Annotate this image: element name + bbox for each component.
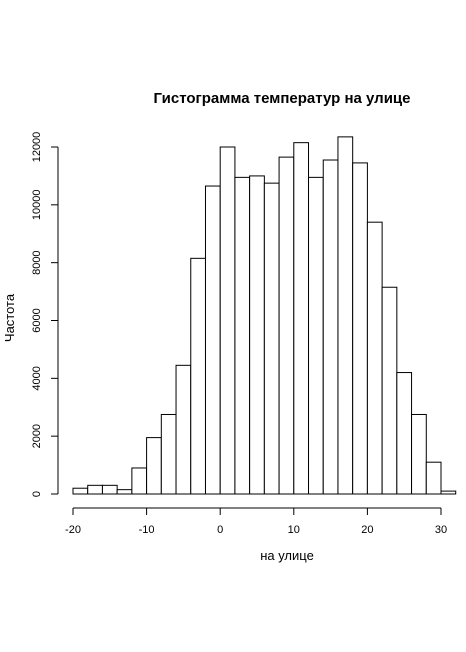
histogram-bar [116,489,133,495]
histogram-bar [219,146,236,495]
histogram-bar [278,156,295,495]
histogram-bar [381,286,398,495]
histogram-bar [411,413,427,495]
histogram-bar [352,162,368,495]
histogram-bar [337,136,354,495]
x-tick-label: 30 [435,524,447,536]
histogram-bar [160,413,177,495]
histogram-bar [190,257,206,495]
y-tick-label: 12000 [31,132,43,163]
x-tick-label: 20 [361,524,373,536]
histogram-bar [175,364,192,495]
y-tick-label: 10000 [31,190,43,221]
histogram-bar [366,221,383,495]
x-tick-label: -20 [65,524,81,536]
histogram-bar [72,487,89,495]
histogram-bar [87,484,103,495]
y-tick-label: 6000 [31,308,43,332]
histogram-bar [440,490,457,495]
y-axis-label: Частота [2,293,17,342]
histogram-bar [322,159,339,495]
histogram-bar [101,484,118,495]
x-tick-label: 10 [288,524,300,536]
histogram-bar [308,176,324,495]
histogram-bar [234,176,251,495]
y-tick-label: 4000 [31,366,43,390]
histogram-bar [263,182,280,495]
histogram-bar [249,175,265,495]
histogram-bar [204,185,221,495]
chart-title: Гистограмма температур на улице [154,90,411,107]
y-tick-label: 8000 [31,250,43,274]
bars-group [72,136,457,495]
y-axis: 0 2000 4000 6000 8000 10000 12000 [31,132,59,497]
histogram-bar [425,461,442,495]
x-tick-label: -10 [139,524,155,536]
histogram-bar [146,437,162,495]
y-tick-label: 0 [31,491,43,497]
histogram-bar [293,142,310,495]
histogram-bar [131,467,148,495]
y-tick-label: 2000 [31,424,43,448]
x-tick-label: 0 [217,524,223,536]
histogram-bar [396,372,413,495]
x-axis: -20 -10 0 10 20 30 [65,507,447,536]
x-axis-label: на улице [260,548,314,563]
